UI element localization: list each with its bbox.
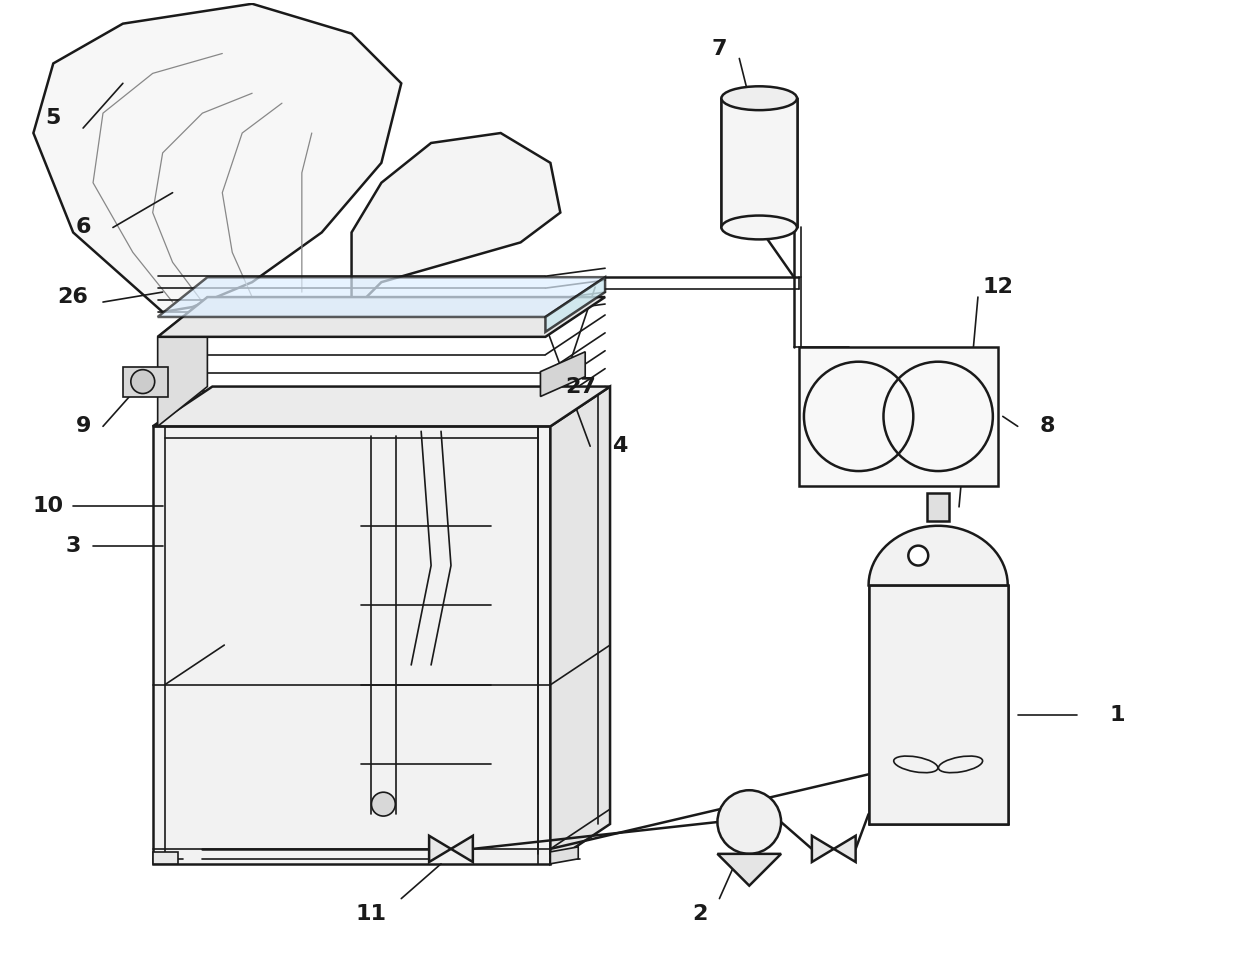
Bar — [928, 493, 949, 521]
Polygon shape — [451, 836, 472, 862]
Ellipse shape — [722, 86, 797, 110]
Text: 11: 11 — [356, 903, 387, 923]
Text: 5: 5 — [46, 108, 61, 128]
Text: 2: 2 — [692, 903, 707, 923]
Polygon shape — [33, 4, 402, 312]
Polygon shape — [546, 277, 605, 332]
Polygon shape — [153, 852, 177, 864]
Text: 3: 3 — [66, 535, 81, 555]
Text: 8: 8 — [1040, 416, 1055, 437]
Text: 10: 10 — [32, 496, 64, 516]
Text: 6: 6 — [76, 217, 91, 238]
Polygon shape — [541, 352, 585, 396]
Polygon shape — [868, 526, 1008, 585]
Ellipse shape — [722, 215, 797, 240]
Circle shape — [131, 370, 155, 393]
Polygon shape — [551, 386, 610, 864]
Polygon shape — [718, 854, 781, 886]
Polygon shape — [153, 386, 610, 426]
Polygon shape — [352, 133, 560, 312]
Polygon shape — [833, 836, 856, 862]
Bar — [799, 347, 998, 486]
Text: 7: 7 — [712, 39, 727, 59]
Circle shape — [372, 792, 396, 816]
Polygon shape — [429, 836, 451, 862]
Text: 27: 27 — [564, 377, 595, 397]
Text: 9: 9 — [76, 416, 91, 437]
Text: 26: 26 — [58, 287, 88, 307]
Text: 12: 12 — [982, 277, 1013, 298]
Polygon shape — [157, 298, 207, 426]
Polygon shape — [812, 836, 833, 862]
Bar — [868, 585, 1008, 824]
Text: 1: 1 — [1110, 704, 1125, 724]
Circle shape — [718, 790, 781, 854]
Polygon shape — [153, 426, 551, 864]
Polygon shape — [551, 847, 578, 864]
Polygon shape — [157, 277, 605, 317]
Circle shape — [909, 546, 929, 565]
Polygon shape — [123, 367, 167, 396]
Polygon shape — [157, 298, 605, 337]
Bar — [722, 99, 797, 227]
Text: 4: 4 — [613, 437, 627, 456]
